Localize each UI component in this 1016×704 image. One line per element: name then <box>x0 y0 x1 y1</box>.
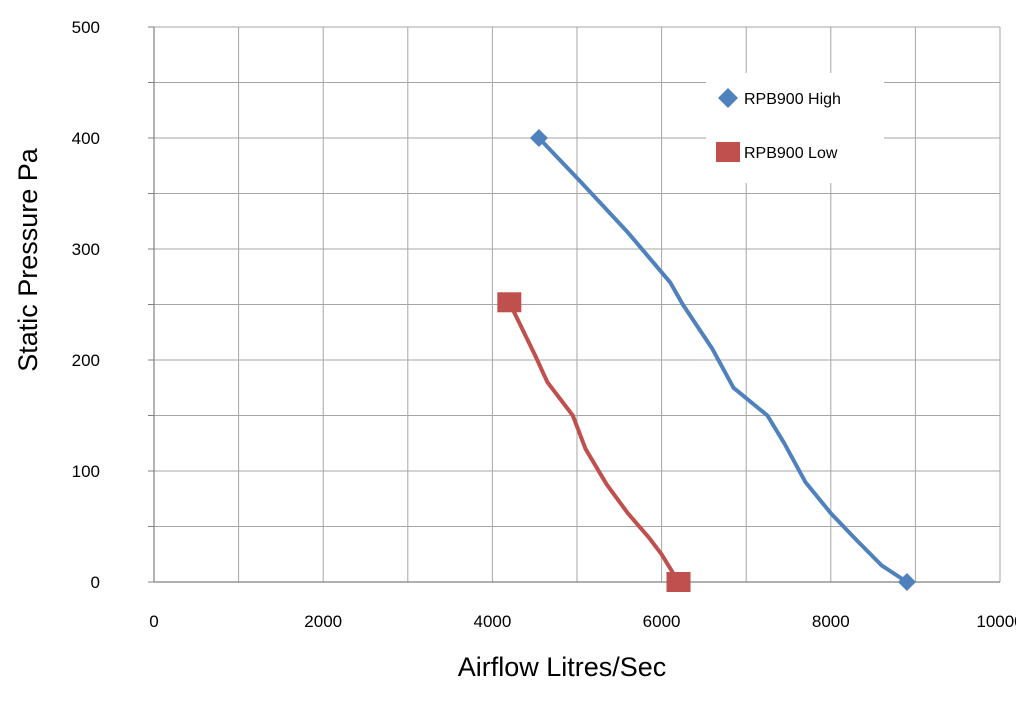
x-tick-label: 0 <box>149 612 158 631</box>
y-tick-label: 300 <box>72 240 100 259</box>
y-axis-title: Static Pressure Pa <box>13 147 43 372</box>
legend-marker-square <box>716 142 740 162</box>
y-tick-label: 0 <box>91 573 100 592</box>
legend-marker-diamond <box>718 88 738 108</box>
series-line <box>507 300 681 584</box>
y-tick-label: 100 <box>72 462 100 481</box>
x-axis-title: Airflow Litres/Sec <box>458 652 667 682</box>
series-lines <box>507 136 909 584</box>
data-point-diamond <box>897 573 916 591</box>
x-tick-label: 6000 <box>643 612 681 631</box>
y-tick-label: 500 <box>72 18 100 37</box>
legend-label: RPB900 Low <box>744 145 838 162</box>
series-markers <box>497 129 916 592</box>
data-point-square <box>666 572 691 592</box>
y-tick-label: 400 <box>72 129 100 148</box>
series-line <box>536 136 909 584</box>
legend: RPB900 High RPB900 Low <box>706 73 884 183</box>
x-tick-label: 2000 <box>304 612 342 631</box>
grid <box>148 26 1001 583</box>
x-tick-label: 4000 <box>473 612 511 631</box>
legend-label: RPB900 High <box>744 91 841 108</box>
data-point-square <box>497 292 522 313</box>
x-tick-label: 8000 <box>812 612 850 631</box>
data-point-diamond <box>529 129 548 147</box>
legend-background <box>706 73 884 183</box>
y-tick-label: 200 <box>72 351 100 370</box>
